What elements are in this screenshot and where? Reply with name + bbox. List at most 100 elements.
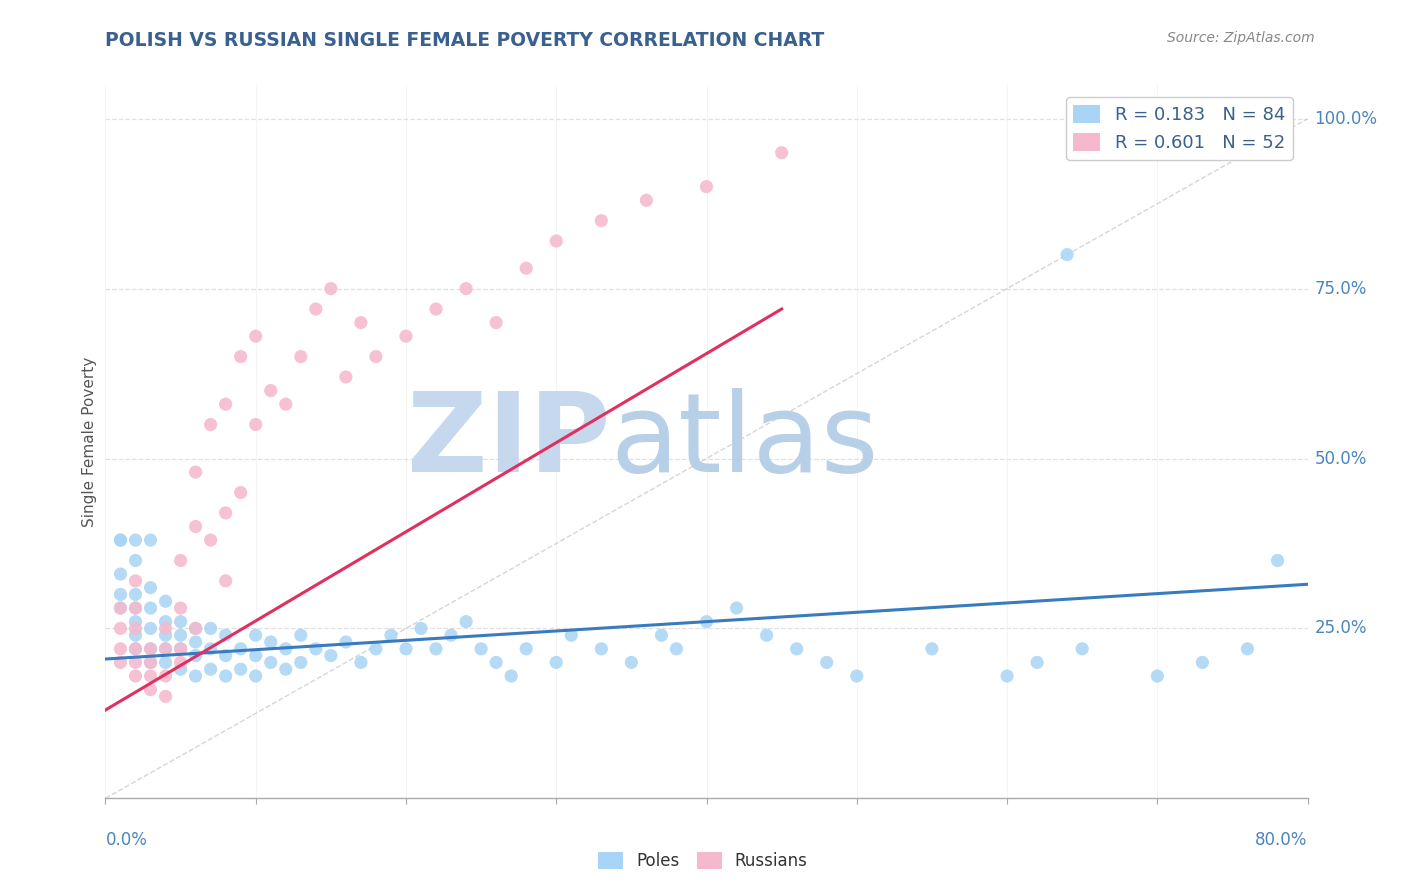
Point: [139, 641, 162, 656]
Point: [395, 329, 418, 343]
Point: [169, 641, 191, 656]
Text: 100.0%: 100.0%: [1315, 110, 1378, 128]
Point: [184, 635, 207, 649]
Point: [124, 628, 146, 642]
Point: [409, 622, 432, 636]
Point: [124, 615, 146, 629]
Point: [155, 615, 177, 629]
Point: [214, 628, 236, 642]
Point: [921, 641, 943, 656]
Point: [364, 350, 387, 364]
Point: [1267, 553, 1289, 567]
Point: [124, 587, 146, 601]
Point: [124, 601, 146, 615]
Point: [214, 397, 236, 411]
Point: [169, 641, 191, 656]
Point: [139, 601, 162, 615]
Point: [546, 656, 568, 670]
Point: [110, 622, 132, 636]
Point: [124, 553, 146, 567]
Point: [335, 635, 357, 649]
Point: [184, 622, 207, 636]
Point: [110, 567, 132, 582]
Point: [139, 682, 162, 697]
Point: [155, 669, 177, 683]
Point: [620, 656, 643, 670]
Point: [124, 601, 146, 615]
Point: [815, 656, 838, 670]
Text: Source: ZipAtlas.com: Source: ZipAtlas.com: [1167, 31, 1315, 45]
Point: [485, 316, 508, 330]
Point: [169, 553, 191, 567]
Point: [290, 350, 312, 364]
Text: POLISH VS RUSSIAN SINGLE FEMALE POVERTY CORRELATION CHART: POLISH VS RUSSIAN SINGLE FEMALE POVERTY …: [105, 31, 825, 50]
Point: [155, 690, 177, 704]
Point: [319, 648, 342, 663]
Text: 75.0%: 75.0%: [1315, 279, 1367, 298]
Text: 50.0%: 50.0%: [1315, 450, 1367, 467]
Point: [425, 641, 447, 656]
Point: [1236, 641, 1258, 656]
Point: [1071, 641, 1094, 656]
Point: [454, 615, 477, 629]
Point: [1056, 247, 1078, 261]
Point: [560, 628, 582, 642]
Point: [245, 669, 267, 683]
Point: [229, 662, 252, 676]
Point: [770, 145, 793, 160]
Point: [515, 261, 537, 276]
Point: [591, 213, 613, 227]
Point: [169, 628, 191, 642]
Point: [440, 628, 463, 642]
Point: [290, 628, 312, 642]
Point: [184, 622, 207, 636]
Point: [155, 594, 177, 608]
Point: [214, 669, 236, 683]
Point: [364, 641, 387, 656]
Y-axis label: Single Female Poverty: Single Female Poverty: [82, 357, 97, 526]
Point: [546, 234, 568, 248]
Point: [786, 641, 808, 656]
Point: [124, 533, 146, 547]
Point: [229, 641, 252, 656]
Point: [124, 656, 146, 670]
Point: [470, 641, 492, 656]
Point: [696, 179, 718, 194]
Point: [290, 656, 312, 670]
Point: [260, 384, 283, 398]
Point: [184, 669, 207, 683]
Point: [591, 641, 613, 656]
Point: [501, 669, 523, 683]
Point: [155, 622, 177, 636]
Point: [184, 465, 207, 479]
Point: [110, 601, 132, 615]
Point: [155, 656, 177, 670]
Point: [200, 622, 222, 636]
Point: [274, 641, 297, 656]
Point: [110, 641, 132, 656]
Point: [110, 533, 132, 547]
Text: 0.0%: 0.0%: [105, 831, 148, 849]
Point: [139, 656, 162, 670]
Point: [319, 282, 342, 296]
Text: ZIP: ZIP: [406, 388, 610, 495]
Point: [169, 656, 191, 670]
Point: [245, 329, 267, 343]
Point: [139, 669, 162, 683]
Point: [169, 662, 191, 676]
Point: [139, 656, 162, 670]
Point: [305, 301, 328, 316]
Text: atlas: atlas: [610, 388, 879, 495]
Text: 80.0%: 80.0%: [1256, 831, 1308, 849]
Point: [214, 574, 236, 588]
Point: [155, 628, 177, 642]
Point: [260, 656, 283, 670]
Legend: Poles, Russians: Poles, Russians: [592, 845, 814, 877]
Point: [169, 601, 191, 615]
Point: [139, 641, 162, 656]
Point: [169, 615, 191, 629]
Point: [425, 301, 447, 316]
Point: [124, 669, 146, 683]
Point: [245, 417, 267, 432]
Text: 25.0%: 25.0%: [1315, 619, 1367, 638]
